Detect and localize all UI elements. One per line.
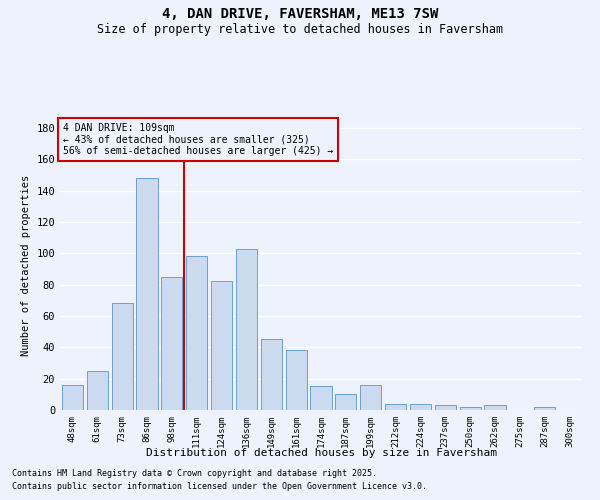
Bar (136, 178, 158, 410)
Text: 4, DAN DRIVE, FAVERSHAM, ME13 7SW: 4, DAN DRIVE, FAVERSHAM, ME13 7SW (162, 8, 438, 22)
Bar (286, 350, 307, 410)
Bar (410, 404, 431, 410)
Bar (360, 385, 381, 410)
Bar (261, 340, 282, 410)
Bar (435, 406, 456, 410)
Y-axis label: Number of detached properties: Number of detached properties (21, 174, 31, 356)
Bar (161, 277, 182, 410)
Bar (385, 404, 406, 410)
Bar (310, 386, 332, 410)
Bar (62, 385, 83, 410)
Bar (87, 371, 108, 410)
Bar (236, 248, 257, 410)
Bar (534, 407, 555, 410)
Bar (484, 406, 506, 410)
Bar (335, 394, 356, 410)
Text: 4 DAN DRIVE: 109sqm
← 43% of detached houses are smaller (325)
56% of semi-detac: 4 DAN DRIVE: 109sqm ← 43% of detached ho… (62, 123, 333, 156)
Text: Contains public sector information licensed under the Open Government Licence v3: Contains public sector information licen… (12, 482, 427, 491)
Bar (112, 304, 133, 410)
Bar (186, 256, 207, 410)
Bar (460, 407, 481, 410)
Text: Size of property relative to detached houses in Faversham: Size of property relative to detached ho… (97, 22, 503, 36)
Text: Contains HM Land Registry data © Crown copyright and database right 2025.: Contains HM Land Registry data © Crown c… (12, 468, 377, 477)
Text: Distribution of detached houses by size in Faversham: Distribution of detached houses by size … (146, 448, 497, 458)
Bar (211, 282, 232, 410)
